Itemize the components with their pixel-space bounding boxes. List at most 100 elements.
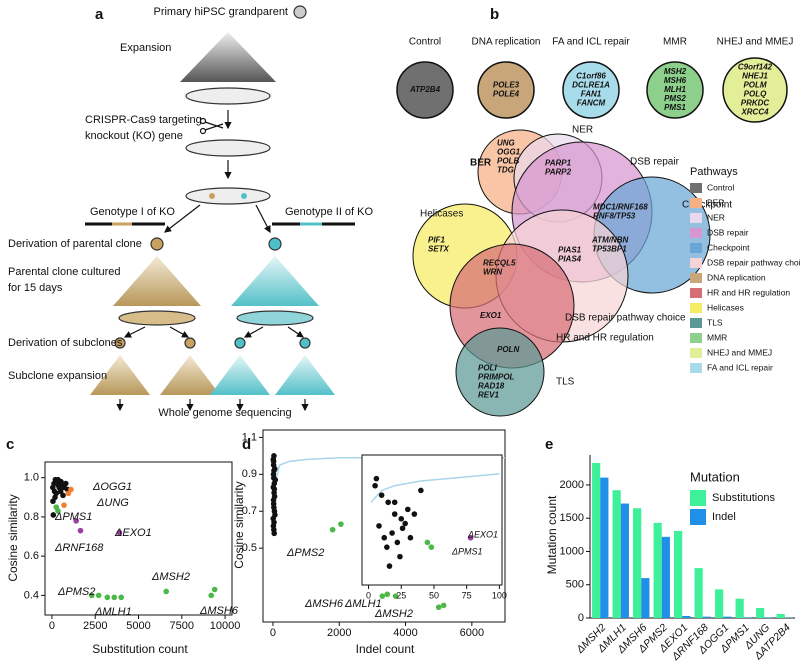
gene: PIAS4 xyxy=(558,255,582,264)
gene: RAD18 xyxy=(478,382,505,391)
point xyxy=(381,534,388,541)
x-tick-label: 2000 xyxy=(327,627,351,639)
point xyxy=(378,492,385,498)
legend-label: NER xyxy=(707,212,725,222)
venn-label: DSB repair pathway choice xyxy=(565,313,686,324)
point xyxy=(211,586,218,593)
group-circle xyxy=(562,61,620,119)
point xyxy=(435,604,442,611)
annotation: ΔEXO1 xyxy=(467,529,498,539)
gene: PMS2 xyxy=(664,94,686,103)
step-label: CRISPR-Cas9 targeting xyxy=(85,114,202,126)
point xyxy=(386,563,393,569)
point xyxy=(68,486,74,493)
x-tick-label: 0 xyxy=(49,620,55,632)
point xyxy=(208,592,215,599)
y-tick-label: 0.7 xyxy=(242,505,257,517)
bar xyxy=(612,490,621,618)
gene: WRN xyxy=(483,268,502,277)
bar xyxy=(723,616,732,618)
bar xyxy=(743,617,752,618)
gene: DCLRE1A xyxy=(572,81,610,90)
plot-frame xyxy=(44,461,233,616)
y-tick-label: 0.9 xyxy=(242,468,257,480)
legend-label: NHEJ and MMEJ xyxy=(707,347,772,357)
bar xyxy=(756,608,765,618)
point xyxy=(55,476,61,483)
bar xyxy=(715,589,724,618)
venn-label: Helicases xyxy=(420,209,463,220)
point xyxy=(440,602,447,609)
legend-swatch xyxy=(690,288,702,298)
point xyxy=(418,487,424,494)
step-label: Parental clone cultured xyxy=(8,266,121,278)
gene: ATM/NBN xyxy=(591,236,629,245)
reference-line xyxy=(370,473,500,503)
gene: POLE4 xyxy=(493,90,520,99)
gene: PMS1 xyxy=(664,103,686,112)
venn-label: Checkpoint xyxy=(682,200,732,211)
y-tick-label: 500 xyxy=(566,579,584,591)
panel-label: b xyxy=(490,6,499,23)
y-tick-label: 0.6 xyxy=(24,550,39,562)
bar xyxy=(633,508,642,618)
group-circle xyxy=(477,61,535,119)
venn-label: DSB repair xyxy=(630,157,680,168)
point xyxy=(373,475,380,482)
gene: FANCM xyxy=(577,99,606,108)
x-tick-label: 5000 xyxy=(126,620,150,632)
gene: FAN1 xyxy=(581,90,602,99)
gene: OGG1 xyxy=(497,148,521,157)
annotation: ΔMLH1 xyxy=(94,606,132,618)
gene: PIAS1 xyxy=(558,246,582,255)
legend-swatch xyxy=(690,198,702,208)
step-label: for 15 days xyxy=(8,282,63,294)
gene: MSH2 xyxy=(664,67,687,76)
annotation: ΔPMS1 xyxy=(451,546,483,556)
point xyxy=(118,594,124,601)
group-circle xyxy=(646,61,704,119)
point xyxy=(95,592,102,599)
gene: MDC1/RNF168 xyxy=(593,203,648,212)
point xyxy=(73,518,79,524)
y-tick-label: 0 xyxy=(578,612,584,624)
point xyxy=(379,593,386,599)
y-tick-label: 1500 xyxy=(560,512,584,524)
group-title: MMR xyxy=(663,37,687,48)
annotation: ΔOGG1 xyxy=(92,481,132,493)
point xyxy=(407,534,414,541)
x-axis-label: Substitution count xyxy=(92,642,188,656)
legend-title: Mutation xyxy=(690,469,740,484)
annotation: ΔPMS2 xyxy=(57,586,95,598)
point xyxy=(271,465,278,472)
point xyxy=(392,593,399,599)
group-circle xyxy=(722,57,788,123)
gene: PRIMPOL xyxy=(478,373,515,382)
annotation: ΔPMS2 xyxy=(286,547,324,559)
point xyxy=(411,511,418,517)
point xyxy=(52,494,58,501)
bar xyxy=(682,616,691,618)
annotation: ΔRNF168 xyxy=(54,542,104,554)
workflow xyxy=(85,5,355,412)
point xyxy=(398,516,405,522)
point xyxy=(385,499,391,506)
group-title: Control xyxy=(409,37,441,48)
x-tick-label: 25 xyxy=(396,590,406,600)
point xyxy=(62,480,69,487)
gene: XRCC4 xyxy=(740,108,769,117)
annotation: ΔMSH2 xyxy=(374,608,413,620)
x-tick-label: 75 xyxy=(462,590,472,600)
legend-label: MMR xyxy=(707,332,727,342)
legend-label: TLS xyxy=(707,317,723,327)
point xyxy=(55,508,61,514)
plot-frame xyxy=(361,454,503,586)
gene: MSH6 xyxy=(664,76,687,85)
point xyxy=(384,544,390,550)
legend-swatch xyxy=(690,363,702,373)
point xyxy=(57,488,64,495)
legend-label: Substitutions xyxy=(712,492,775,504)
panel-label: a xyxy=(95,6,104,23)
x-tick-label: 0 xyxy=(270,627,276,639)
